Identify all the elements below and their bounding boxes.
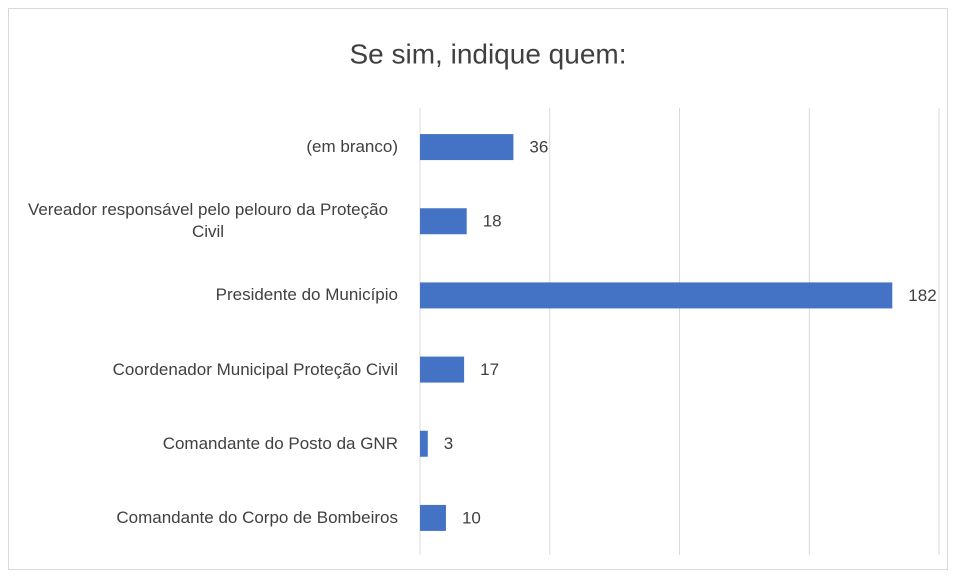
data-label: 17 [480, 360, 499, 379]
bar [420, 208, 467, 235]
data-label: 10 [462, 508, 481, 527]
data-label: 3 [444, 434, 453, 453]
y-tick-label-box: Presidente do Município [18, 284, 398, 306]
y-tick-label-box: Comandante do Corpo de Bombeiros [18, 507, 398, 529]
y-tick-label-box: (em branco) [18, 136, 398, 158]
bar [420, 282, 893, 309]
y-tick-label: (em branco) [306, 137, 398, 157]
chart-title: Se sim, indique quem: [349, 38, 626, 69]
y-tick-label-box: Comandante do Posto da GNR [18, 433, 398, 455]
y-tick-label-box: Coordenador Municipal Proteção Civil [18, 359, 398, 381]
y-tick-label: Vereador responsável pelo pelouro da Pro… [27, 200, 389, 242]
y-tick-label: Presidente do Município [215, 285, 398, 305]
bar [420, 430, 428, 457]
y-tick-label: Coordenador Municipal Proteção Civil [112, 359, 398, 379]
y-tick-label-box: Vereador responsável pelo pelouro da Pro… [18, 199, 398, 243]
y-tick-label: Comandante do Corpo de Bombeiros [116, 507, 398, 527]
data-label: 18 [483, 212, 502, 231]
bar [420, 356, 465, 383]
data-label: 182 [908, 286, 936, 305]
bar [420, 134, 514, 161]
y-tick-label: Comandante do Posto da GNR [162, 433, 398, 453]
bar [420, 504, 446, 531]
data-label: 36 [529, 138, 548, 157]
